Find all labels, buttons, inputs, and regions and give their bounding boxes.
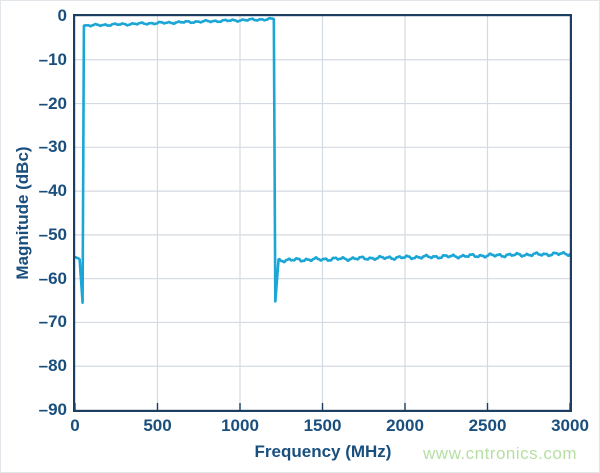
x-axis-title: Frequency (MHz)	[254, 442, 392, 461]
y-tick-label: –90	[38, 400, 67, 419]
x-tick-label: 500	[143, 416, 172, 435]
y-tick-label: –30	[38, 137, 67, 157]
magnitude-trace	[73, 16, 572, 305]
gridlines	[75, 16, 570, 410]
y-tick-label: 0	[57, 6, 67, 25]
plot-area	[73, 14, 572, 412]
watermark-text: www.cntronics.com	[423, 444, 577, 463]
y-tick-label: –60	[38, 268, 67, 288]
x-tick-label: 2000	[386, 416, 424, 435]
y-tick-label: –10	[38, 49, 67, 69]
y-tick-label: –40	[38, 181, 67, 201]
y-tick-label: –80	[38, 356, 67, 376]
x-tick-label: 0	[70, 416, 80, 435]
x-tick-label: 1000	[221, 416, 259, 435]
x-tick-label: 2500	[468, 416, 507, 435]
y-tick-label: –70	[38, 312, 67, 332]
plot-border	[73, 14, 572, 412]
y-tick-label: –50	[38, 224, 67, 244]
x-tick-label: 1500	[303, 416, 342, 435]
x-tick-label: 3000	[551, 416, 589, 435]
y-axis-title: Magnitude (dBc)	[13, 146, 32, 280]
axis-ticks	[74, 403, 571, 410]
y-tick-label: –20	[38, 93, 67, 113]
